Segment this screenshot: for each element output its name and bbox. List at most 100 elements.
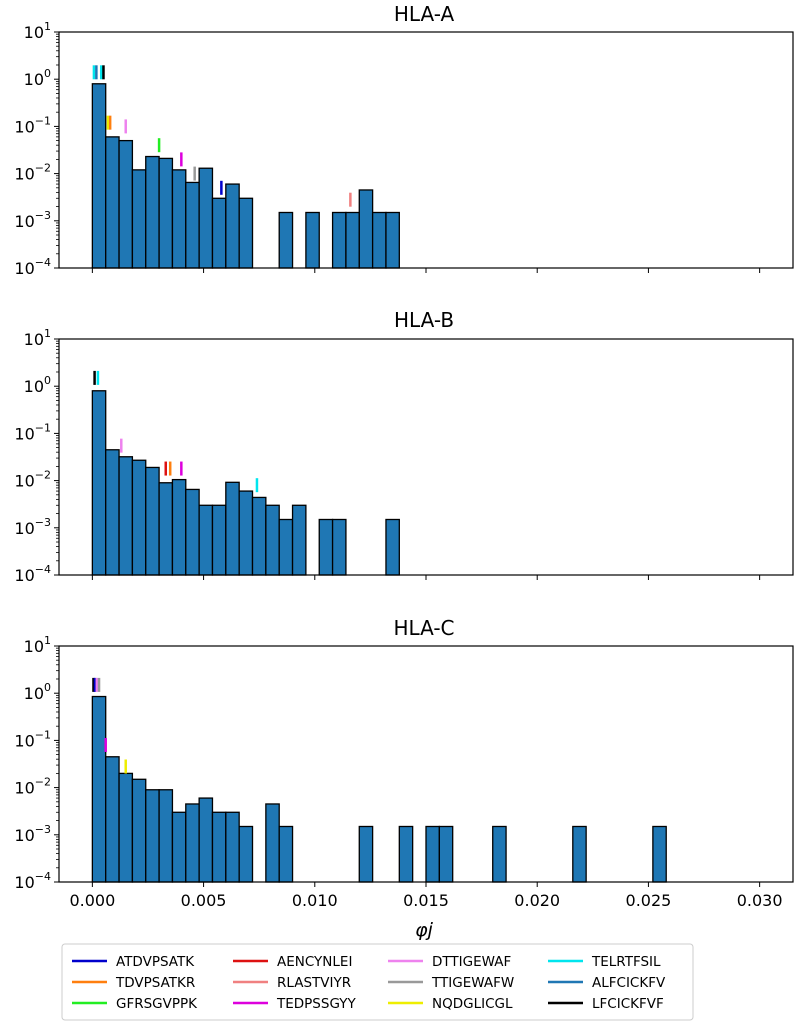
panel-title: HLA-A	[394, 2, 455, 26]
histogram-bar	[572, 825, 587, 883]
x-tick-label: 0.015	[403, 891, 449, 910]
legend-item: ATDVPSATK	[72, 954, 195, 970]
histogram-bar	[225, 811, 240, 883]
legend-item: TDVPSATKR	[72, 975, 195, 991]
histogram-bar	[185, 181, 200, 269]
legend-label: NQDGLICGL	[432, 996, 513, 1012]
histogram-bar	[158, 482, 174, 576]
y-tick-label: 10−3	[14, 209, 51, 231]
histogram-bar	[305, 211, 320, 269]
histogram-bar	[331, 518, 347, 576]
y-tick-label: 101	[24, 327, 51, 349]
histogram-bar	[211, 811, 227, 883]
legend-label: ATDVPSATK	[116, 954, 195, 970]
histogram-bar	[118, 772, 134, 883]
histogram-bar	[318, 518, 334, 576]
histogram-bar	[131, 778, 147, 883]
histogram-bar	[278, 518, 294, 576]
legend-item: DTTIGEWAF	[388, 954, 511, 970]
histogram-bar	[131, 169, 147, 269]
y-tick-label: 10−2	[14, 776, 51, 798]
histogram-bar	[331, 211, 347, 269]
y-tick-label: 10−1	[14, 421, 51, 443]
histogram-bar	[91, 695, 107, 883]
legend-item: RLASTVIYR	[233, 975, 351, 991]
histogram-bar	[145, 466, 160, 576]
histogram-bar	[145, 789, 160, 883]
histogram-bar	[211, 504, 227, 576]
histogram-bar	[105, 136, 120, 269]
x-tick-label: 0.005	[181, 891, 227, 910]
histogram-bar	[251, 496, 267, 576]
y-tick-label: 10−3	[14, 823, 51, 845]
panel-hla-b: HLA-B 10−4 10−3 10−2 10−1 100 101	[14, 308, 794, 585]
y-tick-label: 100	[24, 67, 51, 89]
histogram-bar	[278, 825, 294, 883]
x-tick-label: 0.010	[292, 891, 338, 910]
legend-label: TELRTFSIL	[591, 954, 661, 970]
histogram-bar	[118, 456, 134, 576]
x-tick-label: 0.025	[626, 891, 672, 910]
histogram-bar	[225, 183, 240, 269]
legend-label: TTIGEWAFW	[431, 975, 514, 991]
histogram-bar	[265, 803, 280, 883]
histogram-bar	[398, 825, 414, 883]
histogram-bar	[278, 211, 294, 269]
histogram-bar	[652, 825, 667, 883]
y-tick-label: 10−4	[14, 870, 51, 892]
histogram-bar	[238, 197, 254, 269]
y-tick-label: 10−4	[14, 256, 51, 278]
histogram-bar	[171, 811, 187, 883]
histogram-bar	[185, 488, 200, 576]
histogram-bar	[91, 390, 107, 576]
y-tick-label: 101	[24, 20, 51, 42]
legend-item: GFRSGVPPK	[72, 996, 198, 1012]
histogram-bar	[385, 518, 400, 576]
x-axis-label: φj	[415, 919, 434, 941]
legend-label: GFRSGVPPK	[116, 996, 198, 1012]
histogram-bar	[265, 504, 280, 576]
histogram-bar	[171, 169, 187, 269]
histogram-bar	[291, 504, 307, 576]
y-tick-label: 10−3	[14, 516, 51, 538]
legend: ATDVPSATK TDVPSATKR GFRSGVPPK AENCYNLEI RLAS…	[61, 943, 694, 1021]
y-tick-label: 100	[24, 374, 51, 396]
histogram-bar	[238, 825, 254, 883]
histogram-bar	[158, 789, 174, 883]
legend-label: RLASTVIYR	[277, 975, 351, 991]
histogram-bar	[198, 167, 214, 269]
y-tick-label: 10−1	[14, 114, 51, 136]
legend-label: DTTIGEWAF	[432, 954, 511, 970]
legend-item: TELRTFSIL	[548, 954, 661, 970]
histogram-bar	[118, 139, 134, 269]
x-tick-label: 0.000	[69, 891, 115, 910]
histogram-bar	[185, 803, 200, 883]
histogram-bar	[198, 797, 214, 883]
x-tick-label: 0.020	[514, 891, 560, 910]
histogram-bar	[145, 155, 160, 269]
legend-frame	[61, 943, 694, 1021]
panel-title: HLA-B	[394, 308, 454, 332]
y-tick-label: 10−2	[14, 162, 51, 184]
histogram-bar	[358, 825, 374, 883]
legend-item: LFCICKFVF	[548, 996, 664, 1012]
legend-item: ALFCICKFV	[548, 975, 666, 991]
panel-hla-a: HLA-A 10−4 10−3 10−2 10−1 100 101	[14, 2, 794, 278]
legend-item: AENCYNLEI	[233, 954, 352, 970]
histogram-bar	[91, 83, 107, 269]
histogram-bar	[492, 825, 507, 883]
legend-label: ALFCICKFV	[592, 975, 666, 991]
histogram-bar	[105, 756, 120, 883]
legend-item: TEDPSSGYY	[233, 996, 356, 1012]
y-tick-label: 10−1	[14, 728, 51, 750]
histogram-bar	[211, 197, 227, 269]
histogram-bar	[371, 211, 387, 269]
panel-hla-c: HLA-C 10−4 10−3 10−2 10−1 100 101 0.000 0.005 0.…	[14, 616, 794, 910]
legend-label: TDVPSATKR	[115, 975, 195, 991]
y-tick-label: 100	[24, 681, 51, 703]
histogram-bar	[225, 481, 240, 576]
histogram-bar	[105, 449, 120, 576]
histogram-bar	[131, 459, 147, 576]
histogram-bar	[358, 189, 374, 269]
